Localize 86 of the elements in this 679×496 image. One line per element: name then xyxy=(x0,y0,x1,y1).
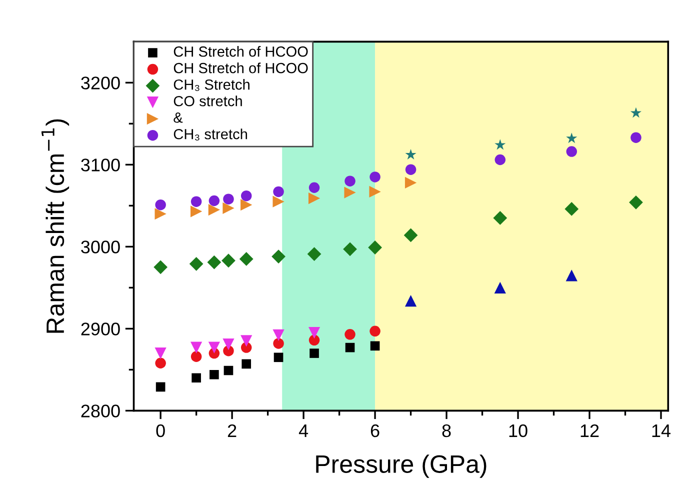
point xyxy=(629,195,643,210)
legend-label: CH₃ Stretch xyxy=(174,79,250,91)
point xyxy=(405,149,416,160)
x-tick-label: 14 xyxy=(652,424,670,437)
legend-label: CH Stretch of HCOO xyxy=(174,62,308,74)
point xyxy=(242,359,252,369)
y-tick-label: 3000 xyxy=(81,240,120,254)
point xyxy=(208,204,220,216)
point xyxy=(370,326,380,337)
point xyxy=(156,382,166,392)
point xyxy=(208,342,220,354)
point xyxy=(566,146,578,157)
point xyxy=(630,132,642,143)
y-axis-title: Raman shift (cm$^{−1}$) xyxy=(42,119,70,333)
x-tick-label: 2 xyxy=(228,424,236,437)
x-tick-label: 6 xyxy=(370,424,380,438)
point xyxy=(564,202,579,216)
point xyxy=(272,250,286,264)
point xyxy=(404,176,417,189)
point xyxy=(155,358,166,369)
point xyxy=(307,247,322,262)
point xyxy=(308,182,320,194)
point xyxy=(344,176,356,186)
y-tick-label: 3200 xyxy=(81,76,120,90)
point xyxy=(272,196,284,208)
point xyxy=(189,256,204,271)
point xyxy=(310,348,319,358)
x-tick-label: 8 xyxy=(442,424,451,438)
y-tick-label: 2900 xyxy=(81,322,120,336)
point xyxy=(404,228,418,242)
point xyxy=(404,294,417,307)
point xyxy=(630,107,642,118)
point xyxy=(566,132,578,144)
point xyxy=(494,154,506,166)
point xyxy=(274,352,284,362)
point xyxy=(369,186,381,198)
point xyxy=(190,196,202,207)
point xyxy=(222,202,234,214)
point xyxy=(223,194,234,204)
point xyxy=(308,334,320,346)
point xyxy=(345,342,355,352)
legend-label: CO stretch xyxy=(174,96,242,106)
point xyxy=(493,211,508,225)
point xyxy=(344,186,356,198)
legend-label: & xyxy=(174,112,183,123)
point xyxy=(343,242,357,256)
point xyxy=(272,329,284,342)
point xyxy=(344,329,356,340)
point xyxy=(154,208,166,220)
point xyxy=(494,282,506,294)
point xyxy=(207,255,222,270)
point xyxy=(208,195,220,206)
point xyxy=(190,351,202,362)
point xyxy=(273,338,284,349)
point xyxy=(222,338,234,350)
point xyxy=(240,335,252,347)
point xyxy=(494,139,506,150)
point xyxy=(224,366,234,376)
point xyxy=(308,326,320,339)
point xyxy=(405,164,416,175)
point xyxy=(192,373,201,383)
y-tick-label: 2800 xyxy=(81,404,120,418)
point xyxy=(154,347,166,360)
point xyxy=(370,172,380,182)
legend-label: CH Stretch of HCOO xyxy=(174,46,308,57)
point xyxy=(368,240,382,254)
x-tick-label: 0 xyxy=(156,424,165,438)
y-tick-label: 3100 xyxy=(81,158,120,172)
point xyxy=(155,199,166,210)
point xyxy=(240,199,252,211)
x-tick-label: 4 xyxy=(298,424,308,437)
point xyxy=(210,370,219,380)
point xyxy=(273,186,284,198)
x-tick-label: 10 xyxy=(509,424,528,438)
point xyxy=(308,192,320,204)
x-axis-title: Pressure (GPa) xyxy=(316,454,486,478)
point xyxy=(566,270,578,282)
point xyxy=(370,341,380,351)
point xyxy=(222,254,236,268)
point xyxy=(239,252,254,266)
legend-label: CH₃ stretch xyxy=(174,128,248,140)
point xyxy=(154,260,168,274)
x-tick-label: 12 xyxy=(580,424,599,437)
point xyxy=(240,190,252,202)
point xyxy=(190,206,202,218)
point xyxy=(190,342,202,354)
